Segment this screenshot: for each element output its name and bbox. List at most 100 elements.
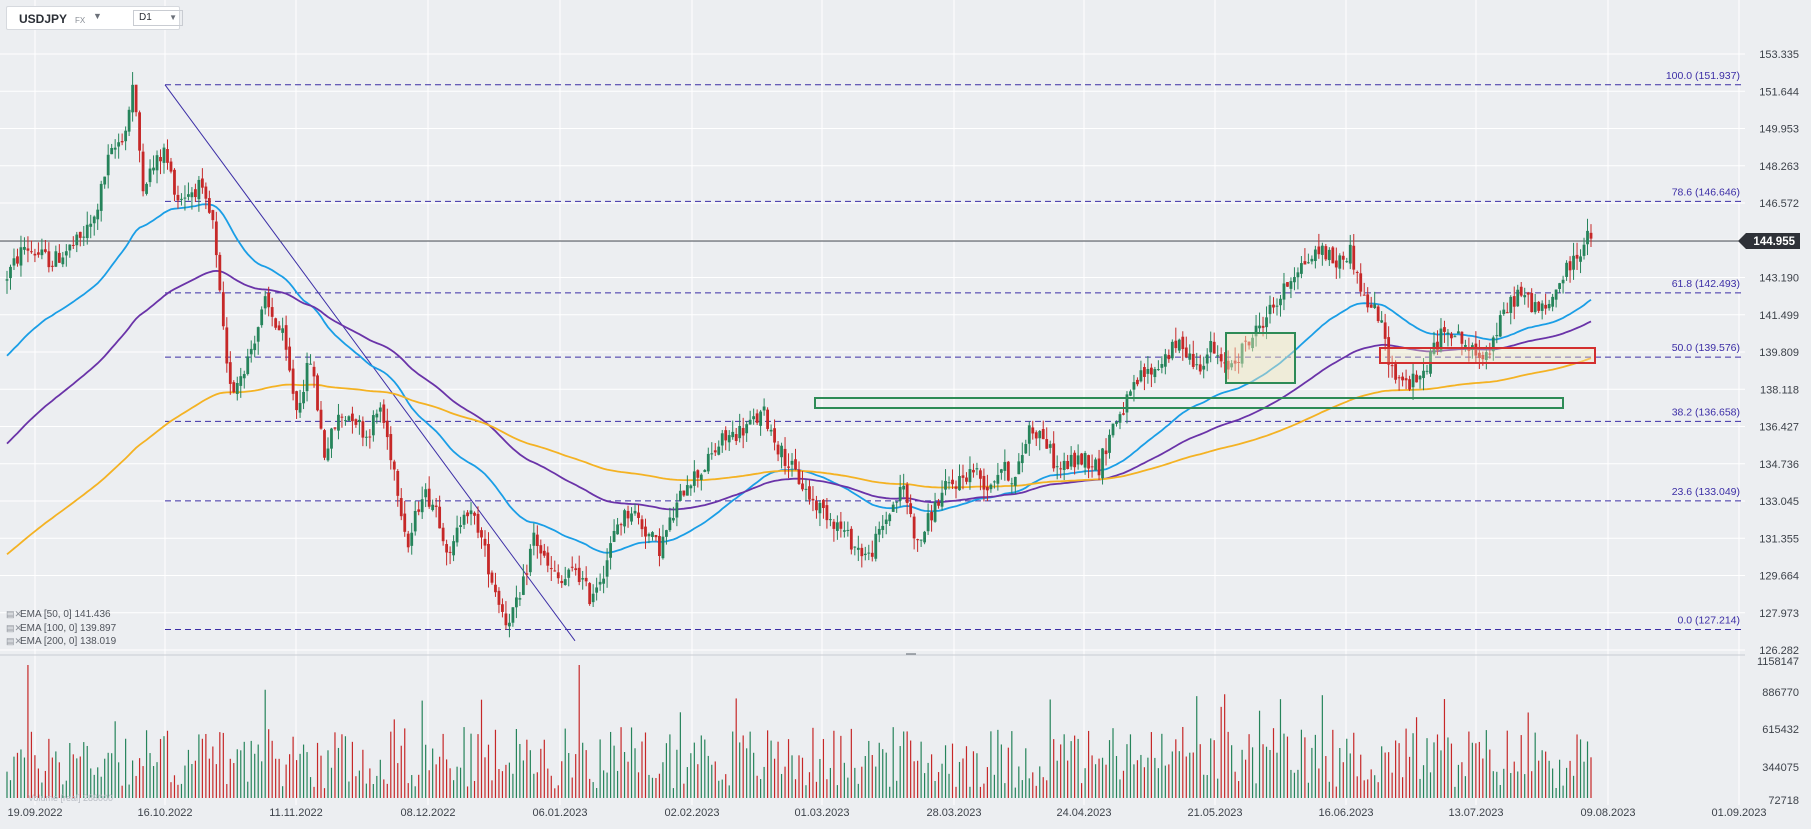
candle-body bbox=[427, 488, 431, 507]
candle-body bbox=[152, 167, 155, 171]
candle-body bbox=[1006, 461, 1010, 481]
candle-body bbox=[570, 566, 574, 568]
candle-body bbox=[1034, 432, 1038, 439]
candle-body bbox=[1558, 283, 1561, 289]
candle-body bbox=[916, 539, 920, 541]
candle-body bbox=[665, 530, 668, 537]
candle-body bbox=[50, 265, 54, 267]
candle-body bbox=[654, 535, 658, 538]
market-tag: FX bbox=[75, 16, 86, 25]
candle-body bbox=[162, 147, 166, 163]
price-tick-label: 148.263 bbox=[1759, 161, 1799, 173]
candle-body bbox=[1376, 306, 1380, 322]
legend-ema200[interactable]: ▤✕EMA [200, 0] 138.019 bbox=[6, 636, 117, 647]
candle-body bbox=[839, 521, 843, 529]
candle-body bbox=[1087, 455, 1090, 469]
candle-body bbox=[514, 597, 518, 608]
candle-body bbox=[1293, 277, 1296, 283]
candle-body bbox=[888, 514, 892, 522]
candle-body bbox=[228, 362, 232, 384]
candle-body bbox=[644, 526, 647, 537]
candle-body bbox=[1083, 452, 1087, 468]
candle-body bbox=[930, 512, 933, 521]
candle-body bbox=[277, 325, 281, 331]
candle-body bbox=[1045, 439, 1049, 449]
candle-body bbox=[1184, 347, 1188, 358]
candle-body bbox=[438, 506, 442, 529]
settings-icon[interactable]: ▤✕ bbox=[6, 609, 23, 619]
candle-body bbox=[692, 471, 696, 486]
candle-body bbox=[1317, 246, 1321, 255]
candle-body bbox=[490, 572, 494, 583]
candle-body bbox=[159, 157, 162, 162]
legend-ema50[interactable]: ▤✕EMA [50, 0] 141.436 bbox=[6, 609, 111, 620]
candle-body bbox=[267, 293, 271, 308]
candle-body bbox=[1153, 369, 1157, 378]
candle-body bbox=[919, 539, 923, 541]
candle-body bbox=[1575, 254, 1579, 259]
candle-body bbox=[651, 532, 654, 537]
current-price-tag bbox=[1738, 233, 1800, 249]
settings-icon[interactable]: ▤✕ bbox=[6, 622, 23, 633]
price-tick-label: 151.644 bbox=[1759, 86, 1799, 98]
candle-body bbox=[1059, 468, 1063, 470]
candle-body bbox=[546, 552, 550, 566]
candle-body bbox=[57, 252, 61, 263]
candle-body bbox=[822, 499, 825, 509]
candle-body bbox=[1477, 352, 1481, 359]
current-price-label: 144.955 bbox=[1753, 236, 1795, 248]
candle-body bbox=[1436, 341, 1439, 351]
candle-body bbox=[762, 406, 766, 411]
candle-body bbox=[333, 427, 337, 429]
candle-body bbox=[1369, 304, 1373, 308]
symbol-selector[interactable]: USDJPY FX ▼ D1 ▼ bbox=[6, 6, 183, 30]
candle-body bbox=[1334, 260, 1338, 268]
candle-body bbox=[947, 482, 951, 484]
candle-body bbox=[1219, 354, 1223, 362]
candle-body bbox=[1272, 304, 1275, 308]
volume-tick-label: 886770 bbox=[1762, 687, 1799, 699]
candle-body bbox=[134, 84, 138, 113]
candle-body bbox=[668, 517, 672, 531]
candle-body bbox=[1352, 245, 1356, 270]
candle-body bbox=[1460, 331, 1464, 344]
candle-body bbox=[926, 513, 930, 532]
chevron-down-icon[interactable]: ▼ bbox=[93, 11, 102, 21]
candle-body bbox=[1080, 453, 1084, 465]
candle-body bbox=[1512, 296, 1516, 307]
candle-body bbox=[808, 486, 811, 500]
candle-body bbox=[1331, 247, 1335, 264]
candle-body bbox=[1568, 261, 1572, 271]
candle-body bbox=[958, 476, 961, 491]
timeframe-select[interactable]: D1 ▼ bbox=[133, 10, 183, 26]
candle-body bbox=[891, 504, 895, 512]
candle-body bbox=[1038, 431, 1042, 439]
candle-body bbox=[166, 149, 169, 163]
candle-body bbox=[898, 486, 902, 501]
candle-body bbox=[64, 251, 68, 256]
candle-body bbox=[1139, 370, 1143, 382]
candle-body bbox=[1174, 340, 1178, 349]
candle-body bbox=[1505, 312, 1509, 314]
date-tick-label: 09.08.2023 bbox=[1580, 807, 1635, 819]
candle-body bbox=[1163, 354, 1167, 367]
candle-body bbox=[253, 343, 257, 351]
candle-body bbox=[99, 183, 103, 211]
candle-body bbox=[706, 453, 710, 472]
candle-body bbox=[815, 501, 818, 511]
legend-ema100[interactable]: ▤✕EMA [100, 0] 139.897 bbox=[6, 622, 117, 634]
candle-body bbox=[992, 481, 996, 483]
candle-body bbox=[1097, 458, 1101, 476]
candle-body bbox=[305, 362, 309, 392]
date-tick-label: 11.11.2022 bbox=[269, 807, 322, 819]
candle-body bbox=[598, 581, 602, 585]
candle-body bbox=[389, 434, 393, 461]
settings-icon[interactable]: ▤✕ bbox=[6, 636, 23, 646]
candle-body bbox=[131, 84, 135, 113]
candle-body bbox=[1537, 301, 1541, 311]
candle-body bbox=[556, 572, 560, 579]
date-tick-label: 24.04.2023 bbox=[1056, 807, 1111, 819]
candle-body bbox=[1073, 452, 1077, 468]
volume-tick-label: 72718 bbox=[1768, 795, 1799, 807]
